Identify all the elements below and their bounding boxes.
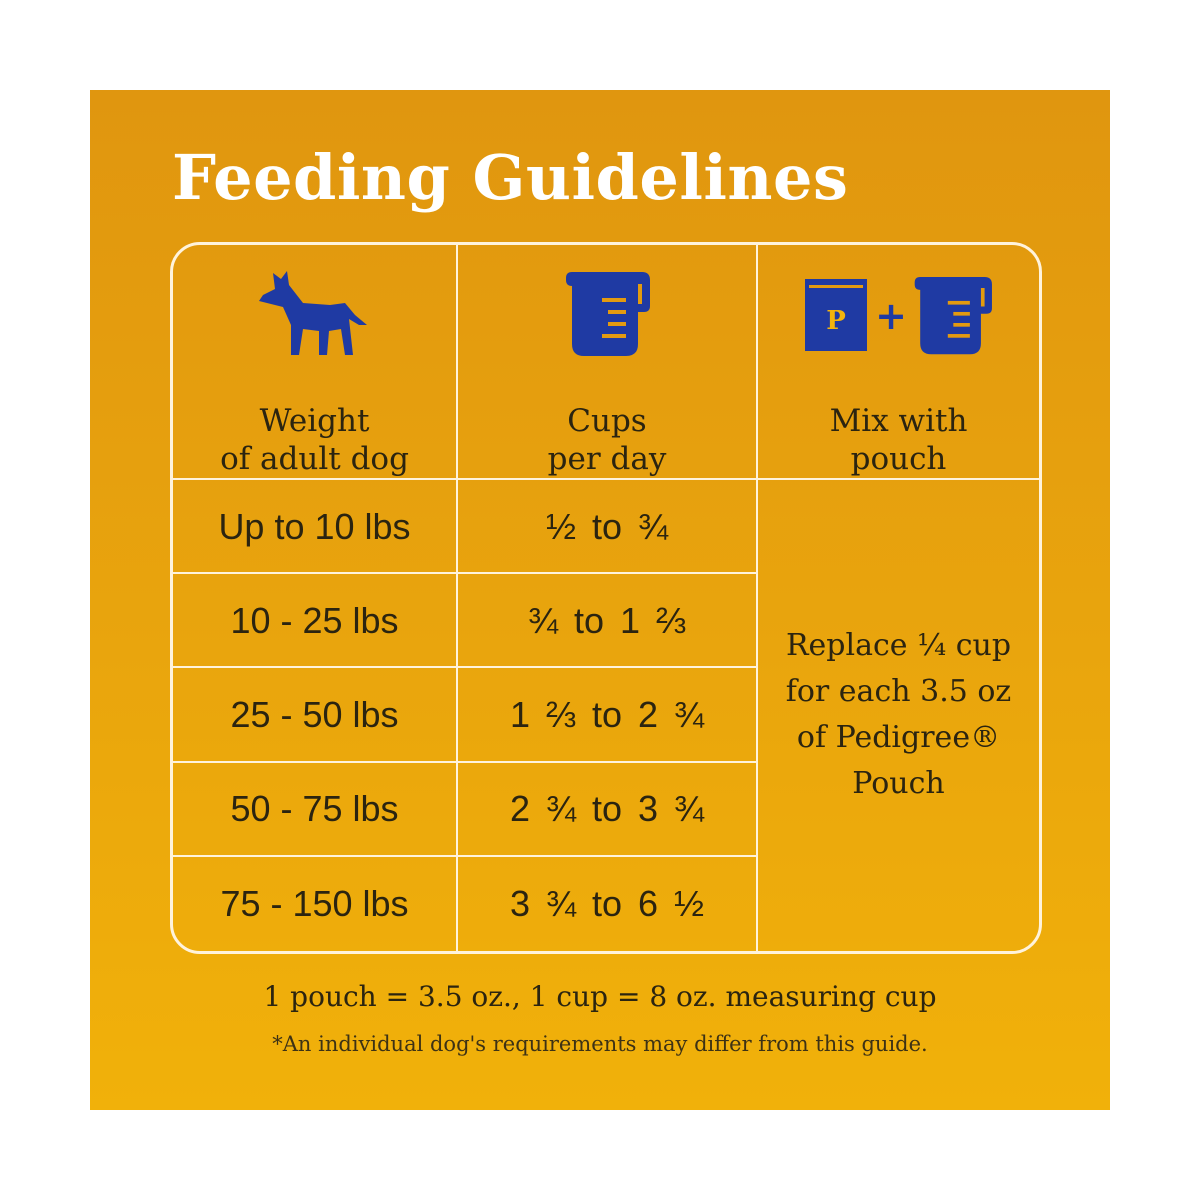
page-title: Feeding Guidelines: [172, 141, 849, 214]
measuring-cup-icon: [562, 267, 652, 362]
dog-icon: [255, 267, 375, 362]
weight-cell: 75 - 150 lbs: [173, 856, 458, 951]
header-mix: P + Mix with pouch: [758, 245, 1039, 480]
header-weight-label: Weight of adult dog: [220, 403, 409, 477]
cups-cell: 2 ¾ to 3 ¾: [458, 762, 758, 857]
weight-cell: 10 - 25 lbs: [173, 574, 458, 669]
weight-cell: 50 - 75 lbs: [173, 762, 458, 857]
header-mix-label: Mix with pouch: [829, 403, 968, 477]
pouch-letter: P: [826, 306, 846, 336]
pouch-icon: P: [804, 278, 867, 351]
measurement-note: 1 pouch = 3.5 oz., 1 cup = 8 oz. measuri…: [263, 980, 937, 1013]
header-cups: Cups per day: [458, 245, 758, 480]
header-weight: Weight of adult dog: [173, 245, 458, 480]
weight-cell: 25 - 50 lbs: [173, 668, 458, 763]
mix-instructions: Replace ¼ cup for each 3.5 oz of Pedigre…: [785, 628, 1012, 802]
cups-cell: ½ to ¾: [458, 480, 758, 575]
cups-cell: ¾ to 1 ⅔: [458, 574, 758, 669]
pouch-plus-cup-icon: P +: [799, 267, 999, 362]
feeding-table: Weight of adult dog Cups per day: [170, 242, 1042, 954]
weight-cell: Up to 10 lbs: [173, 480, 458, 575]
cups-cell: 1 ⅔ to 2 ¾: [458, 668, 758, 763]
measuring-cup-icon: [914, 276, 992, 354]
cups-cell: 3 ¾ to 6 ½: [458, 856, 758, 951]
plus-icon: +: [875, 294, 907, 338]
feeding-guidelines-card: Feeding Guidelines Weight of adult dog: [90, 90, 1110, 1110]
disclaimer-note: *An individual dog's requirements may di…: [272, 1032, 928, 1056]
header-cups-label: Cups per day: [547, 403, 667, 477]
